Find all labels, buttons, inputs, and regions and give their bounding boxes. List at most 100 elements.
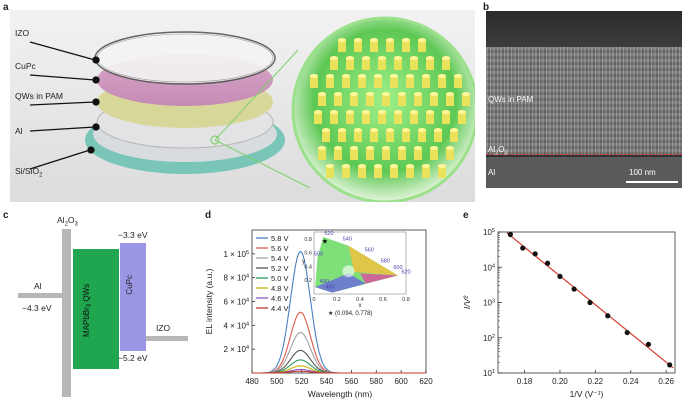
data-point — [544, 260, 551, 266]
cupc-band — [120, 243, 146, 351]
nanopillar-top — [318, 146, 326, 150]
nanopillar-top — [370, 38, 378, 42]
nanopillar-top — [346, 56, 354, 60]
nanopillar — [462, 94, 470, 106]
nanopillar-top — [334, 92, 342, 96]
nanopillar — [402, 40, 410, 52]
nanopillar — [438, 76, 446, 88]
device-layers-drawing — [29, 16, 475, 202]
al-label: Al — [34, 281, 42, 291]
al-bar — [18, 293, 62, 298]
panel-label-c: c — [3, 210, 9, 221]
al2o3-top-label: Al2O3 — [57, 215, 78, 228]
nanopillar — [358, 166, 366, 178]
y-tick-label: 104 — [483, 263, 495, 272]
nanopillar — [378, 112, 386, 124]
legend-entry: 5.0 V — [271, 274, 289, 283]
nanopillar — [310, 76, 318, 88]
nanopillar-top — [338, 128, 346, 132]
x-tick-label: 620 — [419, 377, 433, 386]
nanopillar-top — [310, 74, 318, 78]
cupc-band-label: CuPc — [125, 275, 134, 295]
nanopillar-top — [366, 92, 374, 96]
nanopillar — [374, 166, 382, 178]
nanopillar-top — [346, 110, 354, 114]
nanopillar — [442, 58, 450, 70]
nanopillar — [334, 148, 342, 160]
nanopillar-top — [414, 92, 422, 96]
nanopillar-top — [314, 110, 322, 114]
data-point — [557, 273, 563, 280]
x-tick-label: 560 — [345, 377, 359, 386]
nanopillar-top — [330, 56, 338, 60]
nanopillar-top — [410, 56, 418, 60]
data-point — [507, 231, 513, 238]
cie-wavelength-label: 580 — [381, 258, 390, 264]
series-line — [252, 370, 426, 374]
layer-label-izo: IZO — [15, 28, 30, 38]
sem-label-qws: QWs in PAM — [488, 95, 534, 104]
x-axis-label: 1/V (V⁻¹) — [570, 389, 604, 399]
y-tick-label: 105 — [483, 228, 495, 237]
nanopillar — [386, 40, 394, 52]
data-point — [624, 329, 630, 336]
nanopillar — [402, 130, 410, 142]
nanopillar — [334, 94, 342, 106]
legend-entry: 5.2 V — [271, 264, 289, 273]
nanopillar — [426, 112, 434, 124]
x-tick-label: 0.22 — [588, 377, 604, 386]
nanopillar — [422, 166, 430, 178]
qws-band-label: MAPbBr3 QWs — [82, 283, 93, 337]
sem-label-al: Al — [488, 168, 496, 177]
nanopillar-top — [318, 92, 326, 96]
nanopillar-top — [342, 74, 350, 78]
nanopillar — [386, 130, 394, 142]
nanopillar-top — [382, 146, 390, 150]
nanopillar — [314, 112, 322, 124]
nanopillar-top — [422, 74, 430, 78]
nanopillar-top — [374, 164, 382, 168]
nanopillar-top — [430, 146, 438, 150]
nanopillar-top — [362, 56, 370, 60]
device-illustration: IZO CuPc QWs in PAM Al Si/SiO2 — [10, 10, 475, 202]
magnified-view — [291, 16, 475, 202]
cie-magenta-region — [360, 273, 398, 284]
y-tick-label: 8 × 104 — [223, 274, 249, 283]
nanopillar-top — [438, 74, 446, 78]
nanopillar-top — [438, 164, 446, 168]
nanopillar — [378, 58, 386, 70]
y-tick-label: 102 — [483, 334, 495, 343]
data-point — [587, 299, 593, 306]
scalebar-label: 100 nm — [629, 168, 656, 177]
x-tick-label: 0.18 — [517, 377, 533, 386]
nanopillar-top — [462, 92, 470, 96]
cie-warm-region — [348, 245, 398, 276]
izo-label: IZO — [156, 323, 171, 333]
panel-label-b: b — [483, 2, 490, 13]
layer-label-al: Al — [15, 126, 23, 136]
y-tick-label: 2 × 104 — [223, 345, 249, 354]
inset-y-tick-label: 0.8 — [304, 237, 312, 243]
data-point — [605, 313, 611, 319]
nanopillar — [326, 166, 334, 178]
nanopillar — [446, 148, 454, 160]
y-axis-label: I/V² — [462, 295, 472, 309]
scalebar — [626, 181, 678, 183]
cie-wavelength-label: 480 — [326, 284, 335, 290]
nanopillar-top — [334, 146, 342, 150]
nanopillar — [354, 130, 362, 142]
nanopillar-top — [382, 92, 390, 96]
nanopillar — [342, 76, 350, 88]
inset-y-tick-label: 0.4 — [304, 264, 312, 270]
nanopillar-top — [394, 56, 402, 60]
x-tick-label: 500 — [270, 377, 284, 386]
nanopillar-top — [378, 110, 386, 114]
izo-bar — [146, 336, 188, 341]
nanopillar-top — [398, 146, 406, 150]
qws-band — [73, 249, 119, 369]
plot-frame — [497, 231, 676, 374]
y-tick-label: 6 × 104 — [223, 298, 249, 307]
x-tick-label: 600 — [394, 377, 408, 386]
nanopillar — [382, 148, 390, 160]
